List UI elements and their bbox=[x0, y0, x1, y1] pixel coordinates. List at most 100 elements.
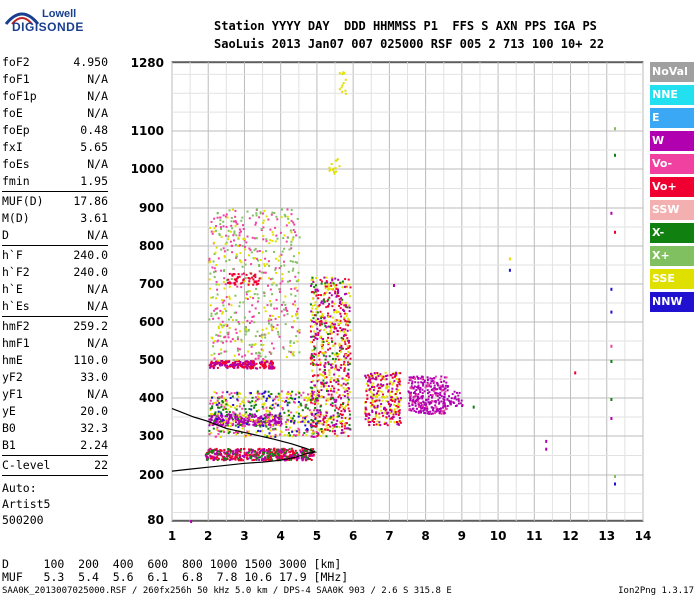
echo-point bbox=[320, 382, 323, 385]
echo-point bbox=[212, 230, 215, 233]
echo-point bbox=[336, 355, 339, 358]
echo-point bbox=[333, 172, 336, 175]
polarization-legend: NoVal NNE E W Vo- Vo+ SSW X- X+ SSE NNW bbox=[650, 62, 694, 315]
echo-point bbox=[223, 451, 226, 454]
echo-point bbox=[347, 324, 350, 327]
echo-point bbox=[393, 411, 396, 414]
echo-point bbox=[240, 421, 243, 424]
echo-point bbox=[311, 314, 314, 317]
echo-point bbox=[237, 364, 240, 366]
echo-point bbox=[279, 290, 281, 293]
echo-point bbox=[225, 234, 228, 237]
echo-point bbox=[337, 353, 340, 355]
echo-point bbox=[328, 169, 331, 172]
echo-point bbox=[221, 312, 224, 315]
echo-point bbox=[443, 396, 446, 399]
echo-point bbox=[349, 352, 352, 355]
echo-point bbox=[326, 281, 329, 284]
echo-point bbox=[317, 332, 320, 334]
echo-point bbox=[320, 343, 323, 346]
echo-point bbox=[442, 389, 445, 392]
echo-point bbox=[344, 424, 346, 427]
echo-point bbox=[253, 280, 256, 283]
echo-point bbox=[227, 408, 229, 411]
echo-point bbox=[372, 377, 375, 380]
echo-point bbox=[315, 363, 318, 366]
echo-point bbox=[213, 227, 216, 230]
echo-point bbox=[297, 421, 299, 424]
echo-point bbox=[313, 355, 315, 358]
echo-point bbox=[340, 410, 343, 413]
echo-point bbox=[244, 326, 247, 329]
echo-point bbox=[284, 306, 287, 309]
echo-point bbox=[444, 407, 447, 410]
echo-point bbox=[251, 450, 254, 453]
echo-point bbox=[329, 425, 332, 428]
y-tick-label: 800 bbox=[139, 239, 164, 253]
echo-point bbox=[281, 250, 284, 253]
echo-point bbox=[343, 427, 346, 430]
echo-point bbox=[238, 417, 241, 420]
echo-point bbox=[396, 378, 399, 381]
echo-point bbox=[286, 449, 289, 452]
echo-point bbox=[236, 405, 239, 408]
echo-point bbox=[227, 235, 230, 238]
echo-point bbox=[345, 387, 348, 390]
echo-point bbox=[287, 391, 290, 394]
echo-point bbox=[409, 399, 411, 402]
echo-point bbox=[282, 408, 284, 411]
echo-point bbox=[610, 211, 613, 215]
echo-point bbox=[317, 374, 320, 377]
echo-point bbox=[283, 455, 285, 458]
echo-point bbox=[346, 382, 349, 385]
echo-point bbox=[258, 265, 261, 267]
echo-point bbox=[385, 417, 388, 420]
echo-point bbox=[322, 419, 325, 422]
echo-point bbox=[336, 333, 339, 336]
echo-point bbox=[214, 412, 216, 415]
echo-point bbox=[451, 393, 454, 396]
echo-point bbox=[261, 457, 264, 460]
echo-point bbox=[333, 387, 336, 390]
echo-point bbox=[303, 450, 306, 453]
echo-point bbox=[264, 271, 267, 274]
echo-point bbox=[248, 453, 251, 456]
echo-point bbox=[235, 413, 238, 416]
echo-point bbox=[260, 340, 262, 342]
echo-point bbox=[321, 341, 324, 344]
echo-point bbox=[435, 406, 438, 409]
echo-point bbox=[461, 404, 464, 407]
echo-point bbox=[283, 457, 286, 460]
echo-point bbox=[325, 285, 328, 288]
echo-point bbox=[215, 229, 217, 232]
echo-point bbox=[285, 240, 288, 243]
echo-point bbox=[218, 232, 221, 235]
echo-point bbox=[210, 220, 213, 223]
echo-point bbox=[210, 296, 213, 299]
echo-point bbox=[264, 310, 267, 313]
echo-point bbox=[440, 395, 443, 398]
echo-point bbox=[337, 310, 340, 313]
echo-point bbox=[298, 392, 301, 395]
echo-point bbox=[320, 301, 323, 304]
echo-point bbox=[212, 459, 215, 462]
echo-point bbox=[254, 455, 257, 457]
echo-point bbox=[232, 220, 235, 223]
echo-point bbox=[332, 424, 334, 427]
echo-point bbox=[210, 230, 213, 233]
echo-point bbox=[250, 408, 253, 411]
echo-point bbox=[271, 414, 274, 417]
echo-point bbox=[288, 221, 291, 224]
echo-point bbox=[228, 393, 231, 396]
echo-point bbox=[210, 314, 213, 317]
echo-point bbox=[393, 409, 396, 412]
echo-point bbox=[368, 424, 371, 426]
echo-point bbox=[263, 417, 266, 420]
echo-point bbox=[342, 328, 345, 331]
echo-point bbox=[348, 363, 351, 366]
echo-point bbox=[221, 301, 224, 304]
echo-point bbox=[235, 433, 238, 436]
echo-point bbox=[328, 285, 331, 288]
echo-point bbox=[210, 354, 213, 357]
echo-point bbox=[257, 279, 260, 282]
